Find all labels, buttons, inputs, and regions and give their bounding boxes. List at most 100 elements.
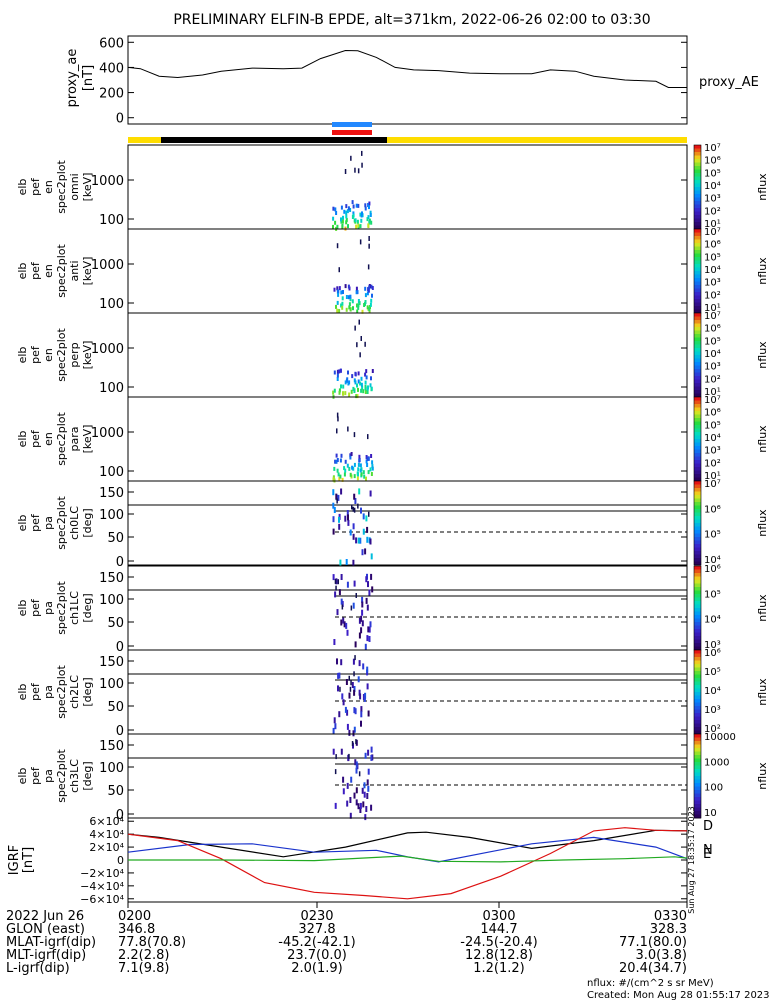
- spectrogram-cell: [338, 523, 341, 530]
- colorbar-step: [694, 547, 701, 552]
- colorbar-step: [694, 618, 701, 623]
- panel-ytick-label: 50: [107, 784, 124, 799]
- spectrogram-cell: [352, 602, 355, 609]
- spectrogram-cell: [356, 394, 359, 399]
- colorbar-step: [694, 573, 701, 577]
- spectrogram-cell: [369, 467, 372, 472]
- colorbar-step: [694, 594, 701, 598]
- spectrogram-cell: [364, 300, 367, 304]
- colorbar-step: [694, 194, 701, 198]
- spectrogram-cell: [348, 753, 350, 759]
- colorbar-step: [694, 657, 701, 661]
- ephemeris-value: 0230: [300, 909, 333, 924]
- spectrogram-cell: [338, 589, 341, 596]
- colorbar-step: [694, 516, 701, 520]
- spectrogram-cell: [344, 515, 347, 522]
- colorbar-step: [694, 720, 701, 724]
- spectrogram-cell: [346, 463, 349, 468]
- colorbar-step: [694, 285, 701, 289]
- spectrogram-cell: [353, 462, 356, 467]
- colorbar-step: [694, 173, 701, 177]
- spectrogram-cell: [334, 459, 337, 464]
- colorbar-step: [694, 442, 701, 447]
- spectrogram-cell: [341, 305, 344, 310]
- colorbar-tick-label: 10²: [704, 374, 721, 385]
- spectrogram-cell: [336, 498, 338, 504]
- spectrogram-cell: [342, 788, 345, 795]
- colorbar-step: [694, 246, 701, 251]
- spectrogram-cell: [341, 301, 344, 306]
- colorbar-step: [694, 257, 701, 261]
- spectrogram-cell: [355, 799, 358, 806]
- spectrogram-cell: [344, 459, 347, 464]
- spectrogram-cell: [336, 243, 339, 249]
- colorbar-step: [694, 611, 701, 616]
- spectrogram-cell: [350, 605, 353, 611]
- igrf-ytick-label: −2×10⁴: [80, 867, 124, 880]
- colorbar-step: [694, 148, 701, 153]
- spectrogram-cell: [336, 289, 339, 294]
- spectrogram-cells: [332, 488, 373, 566]
- orbit-status-bars: [128, 122, 687, 143]
- spectrogram-cell: [333, 717, 336, 724]
- spectrogram-cell: [335, 754, 337, 760]
- colorbar-step: [694, 622, 701, 626]
- panel-ylabel-line: [keV]: [81, 173, 94, 202]
- colorbar-step: [694, 313, 701, 317]
- panel-ylabel-line: spec2plot: [55, 496, 68, 550]
- spectrogram-cell: [366, 456, 369, 461]
- spectrogram-cell: [357, 223, 360, 228]
- spectrogram-cell: [359, 693, 362, 700]
- colorbar-step: [694, 278, 701, 282]
- colorbar-step: [694, 807, 701, 812]
- panel-ytick-label: 0: [116, 555, 124, 570]
- colorbar-step: [694, 632, 701, 637]
- spectrogram-cell: [332, 206, 335, 211]
- panel-ylabel-line: pef: [29, 345, 42, 364]
- spectrogram-cell: [344, 284, 347, 289]
- colorbar-label: nflux: [756, 678, 769, 706]
- proxy-ae-ytick-label: 200: [99, 87, 124, 102]
- colorbar-step: [694, 470, 701, 475]
- colorbar-step: [694, 393, 701, 398]
- colorbar-step: [694, 264, 701, 268]
- ephemeris-value: 0330: [654, 909, 687, 924]
- spectrogram-cell: [370, 804, 373, 811]
- colorbar-step: [694, 533, 701, 538]
- igrf-ytick-label: −4×10⁴: [80, 880, 124, 893]
- colorbar-step: [694, 716, 701, 721]
- panel-ylabel-line: ch0LC: [68, 506, 81, 540]
- spectrogram-cell: [371, 460, 374, 465]
- colorbar-step: [694, 751, 701, 756]
- spectrogram-cell: [344, 391, 347, 396]
- colorbar-label: nflux: [756, 509, 769, 537]
- spectrogram-cell: [344, 468, 347, 473]
- spectrogram-cell: [354, 380, 357, 385]
- spectrogram-cell: [366, 666, 369, 673]
- ephemeris-value: 1.2(1.2): [473, 961, 525, 976]
- panel-ylabel-line: [keV]: [81, 425, 94, 454]
- colorbar-step: [694, 414, 701, 419]
- colorbar-step: [694, 449, 701, 454]
- spectrogram-cell: [358, 319, 360, 325]
- spectrogram-cell: [338, 267, 340, 273]
- spectrogram-cell: [343, 472, 346, 477]
- panel-ylabel-line: [deg]: [81, 508, 94, 537]
- spectrogram-cell: [347, 224, 349, 229]
- colorbar-step: [694, 411, 701, 415]
- spectrogram-cell: [368, 243, 370, 249]
- panel-ytick-label: 1000: [91, 342, 124, 357]
- colorbar-tick-label: 10⁷: [704, 311, 721, 322]
- spectrogram-cell: [366, 463, 369, 467]
- igrf-series-x: [127, 829, 688, 858]
- spectrogram-cell: [360, 382, 363, 387]
- colorbar-tick-label: 10⁶: [704, 324, 721, 335]
- spectrogram-panel-8: 150 100 50 0 elb pef pa spec2plot ch3LC [deg] 1000…: [16, 732, 769, 823]
- colorbar-step: [694, 376, 701, 380]
- spectrogram-cell: [370, 573, 373, 580]
- spectrogram-cell: [336, 224, 339, 229]
- spectrogram-cell: [340, 217, 342, 222]
- spectrogram-cell: [336, 369, 339, 374]
- spectrogram-cell: [368, 205, 370, 210]
- spectrogram-cell: [343, 621, 346, 628]
